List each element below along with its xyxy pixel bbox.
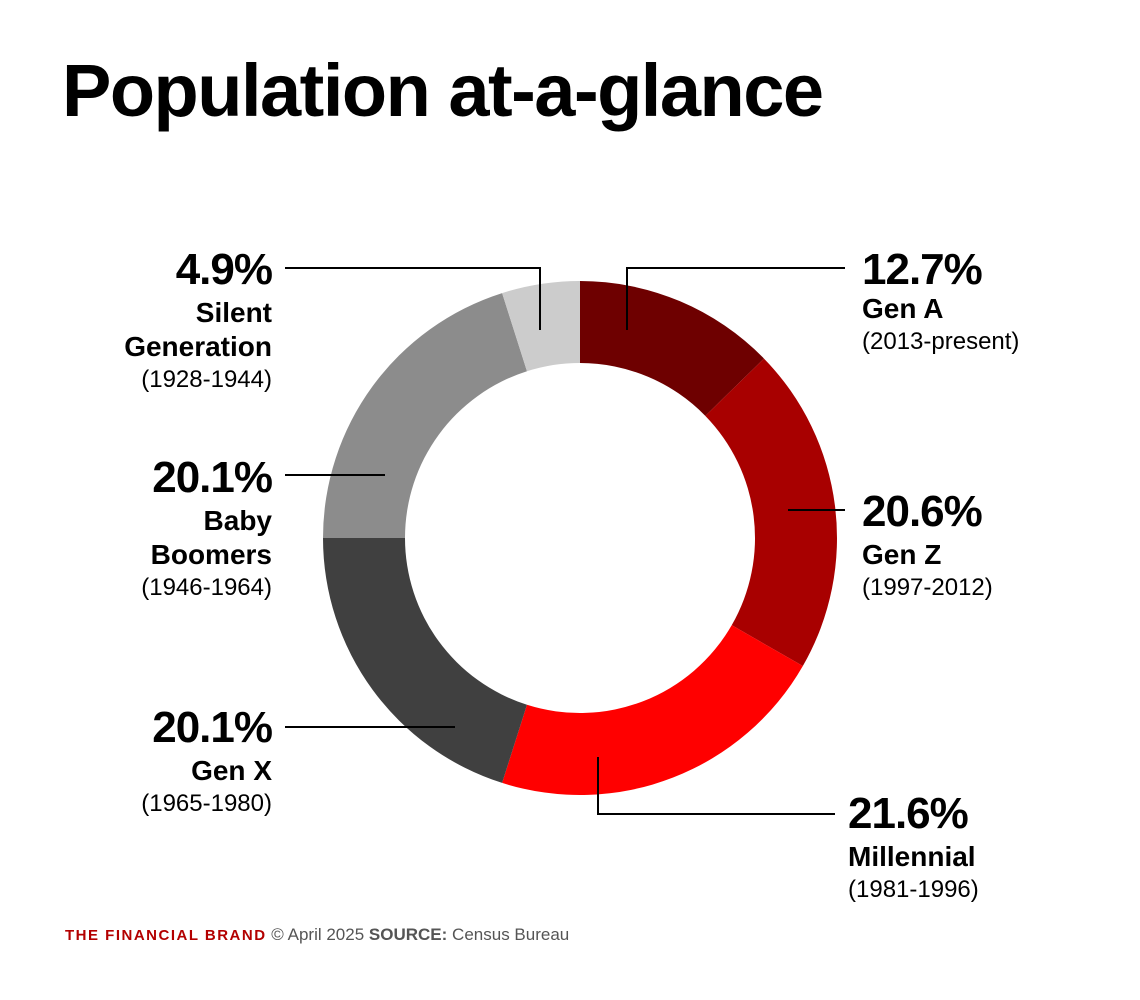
label-gen-z: 20.6% Gen Z (1997-2012) (862, 490, 993, 600)
leader-line-millennial (597, 757, 835, 815)
source-label: SOURCE: (368, 925, 448, 944)
years-label: (2013-present) (862, 328, 1020, 355)
slice-gen-a (580, 281, 764, 416)
value-label: 20.1% (152, 703, 273, 752)
value-label: 21.6% (848, 789, 969, 838)
source-text: Census Bureau (452, 925, 570, 944)
footer: THE FINANCIAL BRAND © April 2025 SOURCE:… (65, 925, 569, 945)
leader-line-silent (285, 267, 541, 330)
years-label: (1965-1980) (141, 790, 272, 817)
slice-silent-generation (502, 281, 580, 372)
years-label: (1928-1944) (141, 366, 272, 393)
label-gen-x: 20.1% Gen X (1965-1980) (141, 703, 273, 817)
slice-gen-x (323, 538, 527, 783)
slice-millennial (502, 625, 803, 795)
value-label: 4.9% (175, 245, 273, 294)
category-label-line-2: Boomers (150, 539, 272, 570)
brand-logo-text: THE FINANCIAL BRAND (65, 927, 267, 944)
category-label: Gen Z (862, 539, 942, 570)
category-label: Gen A (862, 293, 944, 324)
category-label-line-2: Generation (124, 331, 272, 362)
value-label: 20.1% (152, 453, 273, 502)
years-label: (1997-2012) (862, 574, 993, 601)
chart-title: Population at-a-glance (62, 49, 824, 132)
years-label: (1946-1964) (141, 574, 272, 601)
category-label-line-1: Baby (203, 505, 272, 536)
leader-line-gen-a (626, 267, 845, 330)
category-label: Gen X (191, 755, 272, 786)
date-text: © April 2025 (271, 925, 365, 944)
value-label: 20.6% (862, 487, 983, 536)
slice-gen-z (705, 358, 837, 667)
years-label: (1981-1996) (848, 876, 979, 903)
slice-baby-boomers (323, 293, 527, 538)
category-label-line-1: Silent (195, 297, 272, 328)
label-baby-boomers: 20.1% Baby Boomers (1946-1964) (141, 453, 273, 601)
category-label: Millennial (848, 841, 976, 872)
label-gen-a: 12.7% Gen A (2013-present) (862, 248, 1019, 354)
label-millennial: 21.6% Millennial (1981-1996) (848, 792, 979, 902)
label-silent-generation: 4.9% Silent Generation (1928-1944) (124, 245, 273, 393)
value-label: 12.7% (862, 245, 983, 294)
